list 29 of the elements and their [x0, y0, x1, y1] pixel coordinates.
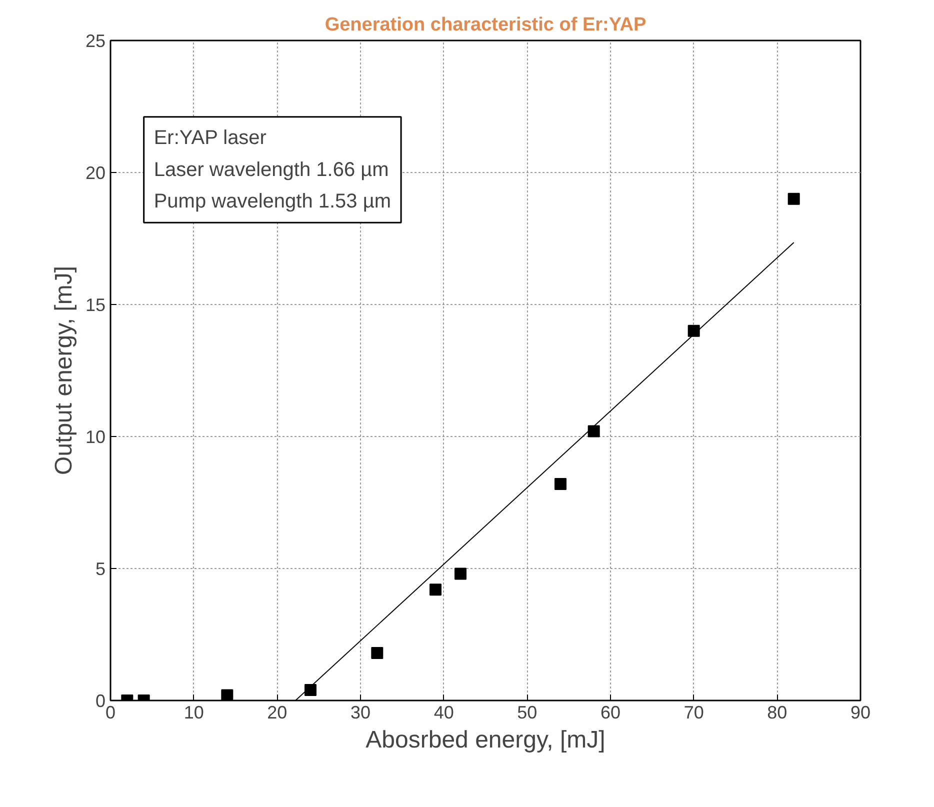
x-tick-label: 90: [850, 702, 871, 722]
point: [304, 684, 316, 696]
x-tick-label: 70: [684, 702, 704, 722]
y-tick-label: 25: [85, 31, 106, 51]
x-tick-label: 30: [350, 702, 371, 722]
point: [588, 425, 600, 438]
x-tick-label: 20: [267, 702, 288, 722]
chart-title: Generation characteristic of Er:YAP: [324, 14, 647, 36]
point: [554, 478, 566, 490]
annotation: Er:YAP laser: [154, 126, 267, 149]
annotation: Pump wavelength 1.53 µm: [154, 190, 392, 213]
point: [788, 192, 800, 205]
annotation: Laser wavelength 1.66 µm: [154, 158, 389, 181]
point: [688, 324, 700, 337]
y-tick-label: 10: [85, 427, 106, 447]
x-tick-label: 60: [600, 702, 621, 722]
x-tick-label: 80: [767, 702, 788, 722]
y-axis-title: Output energy, [mJ]: [50, 266, 78, 475]
x-tick-label: 40: [434, 702, 454, 722]
y-tick-label: 20: [85, 163, 106, 183]
x-tick-label: 50: [517, 702, 538, 722]
point: [371, 646, 384, 659]
y-tick-label: 5: [95, 559, 106, 579]
x-axis-title: Abosrbed energy, [mJ]: [366, 726, 606, 754]
y-tick-label: 15: [85, 295, 106, 315]
point: [454, 568, 466, 580]
point: [430, 584, 442, 596]
x-tick-label: 10: [184, 702, 204, 722]
point: [221, 689, 234, 700]
